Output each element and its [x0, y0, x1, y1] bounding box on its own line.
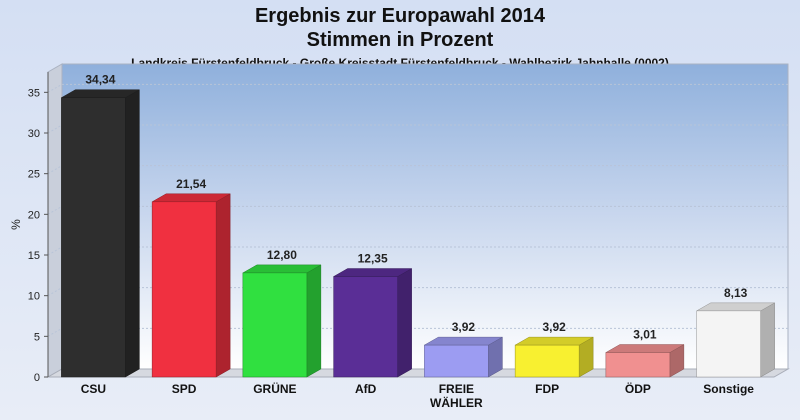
- gridline-side-35: [47, 83, 63, 93]
- bar-side-2: [306, 264, 322, 378]
- category-label-1-0: SPD: [172, 382, 197, 396]
- category-label-5-0: FDP: [535, 382, 559, 396]
- y-tick-label-15: 15: [28, 250, 40, 262]
- bar-top-4: [423, 336, 504, 346]
- bar-side-7: [760, 302, 775, 378]
- value-label-1: 21,54: [176, 177, 206, 191]
- category-label-2-0: GRÜNE: [253, 381, 296, 396]
- category-label-3-0: AfD: [355, 382, 377, 396]
- bar-front-4: [424, 344, 489, 378]
- bar-front-6: [605, 352, 671, 378]
- bar-top-0: [60, 89, 141, 98]
- gridline-side-25: [47, 165, 63, 175]
- category-label-4-1: WÄHLER: [430, 395, 483, 410]
- value-label-0: 34,34: [85, 73, 115, 87]
- bar-top-2: [241, 264, 322, 274]
- category-label-4-0: FREIE: [439, 382, 474, 396]
- bar-front-7: [696, 310, 761, 378]
- bar-6: [604, 344, 685, 378]
- gridline-side-30: [47, 124, 63, 134]
- bar-2: [241, 264, 322, 378]
- gridline-side-20: [47, 205, 63, 215]
- bar-front-5: [514, 344, 580, 378]
- bar-side-1: [215, 193, 231, 378]
- bar-front-1: [151, 201, 217, 378]
- gridline-side-15: [47, 246, 63, 256]
- value-label-4: 3,92: [452, 320, 476, 334]
- bar-side-3: [397, 268, 412, 378]
- bar-7: [695, 302, 776, 378]
- bar-top-6: [604, 344, 685, 353]
- bar-top-3: [332, 268, 413, 277]
- chart-title-line-2: Stimmen in Prozent: [306, 29, 494, 51]
- y-tick-label-0: 0: [34, 372, 40, 384]
- category-label-6-0: ÖDP: [625, 381, 651, 396]
- value-label-6: 3,01: [633, 328, 657, 342]
- value-label-3: 12,35: [358, 252, 388, 266]
- bar-top-7: [695, 302, 776, 312]
- gridline-side-10: [47, 287, 63, 297]
- y-axis-label: %: [9, 219, 23, 230]
- category-label-7-0: Sonstige: [703, 382, 754, 396]
- y-tick-label-25: 25: [28, 169, 40, 181]
- bar-1: [151, 193, 232, 378]
- bar-3: [332, 268, 413, 378]
- chart-title-line-1: Ergebnis zur Europawahl 2014: [254, 5, 546, 27]
- bar-front-0: [61, 97, 126, 378]
- category-label-0-0: CSU: [81, 382, 106, 396]
- y-tick-label-20: 20: [28, 209, 40, 221]
- y-tick-label-30: 30: [28, 128, 40, 140]
- bar-5: [514, 336, 595, 378]
- y-tick-label-10: 10: [28, 291, 40, 303]
- bar-0: [60, 89, 141, 378]
- bar-front-3: [333, 276, 398, 378]
- bar-4: [423, 336, 504, 378]
- gridline-side-5: [47, 327, 63, 337]
- bar-front-2: [242, 272, 308, 378]
- bar-top-1: [151, 193, 232, 203]
- value-label-5: 3,92: [542, 320, 566, 334]
- value-label-7: 8,13: [724, 286, 748, 300]
- bar-top-5: [514, 336, 595, 346]
- y-tick-label-5: 5: [34, 331, 40, 343]
- y-tick-label-35: 35: [28, 87, 40, 99]
- value-label-2: 12,80: [267, 248, 297, 262]
- bar-side-0: [125, 89, 140, 378]
